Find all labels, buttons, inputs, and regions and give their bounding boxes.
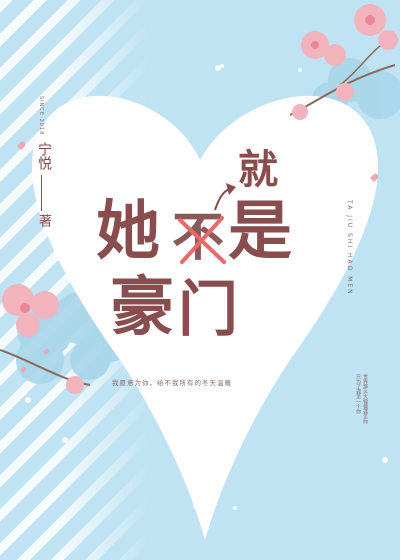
title-char-1: 她 [96, 195, 160, 269]
blurb-line-2: 只为了遇见一个你 [355, 374, 361, 414]
title-insert: 就 [238, 147, 278, 193]
cover-slogan: 我愿意为你，给不我所有的冬天温暖 [112, 379, 232, 387]
author-name: 宁悦 [36, 142, 52, 170]
title-char-5: 门 [178, 275, 238, 345]
author-divider [41, 175, 42, 211]
title-char-3: 是 [228, 195, 292, 269]
blurb-line-1: 世界那么大偏偏遇见你 [362, 374, 368, 424]
blossom-branch-top [289, 4, 398, 120]
title-char-4: 豪 [110, 271, 174, 345]
sparkle-icons [25, 64, 388, 510]
title-pinyin: TA JIU SHI HAO MEN [346, 200, 353, 296]
side-tag: SINCE 2018 [38, 96, 44, 136]
heart-shape [31, 95, 379, 540]
strike-cross-icon [178, 216, 226, 264]
small-heart-icons [17, 141, 379, 373]
author-suffix: 著 [36, 214, 51, 227]
blossom-branch-left [0, 284, 91, 394]
